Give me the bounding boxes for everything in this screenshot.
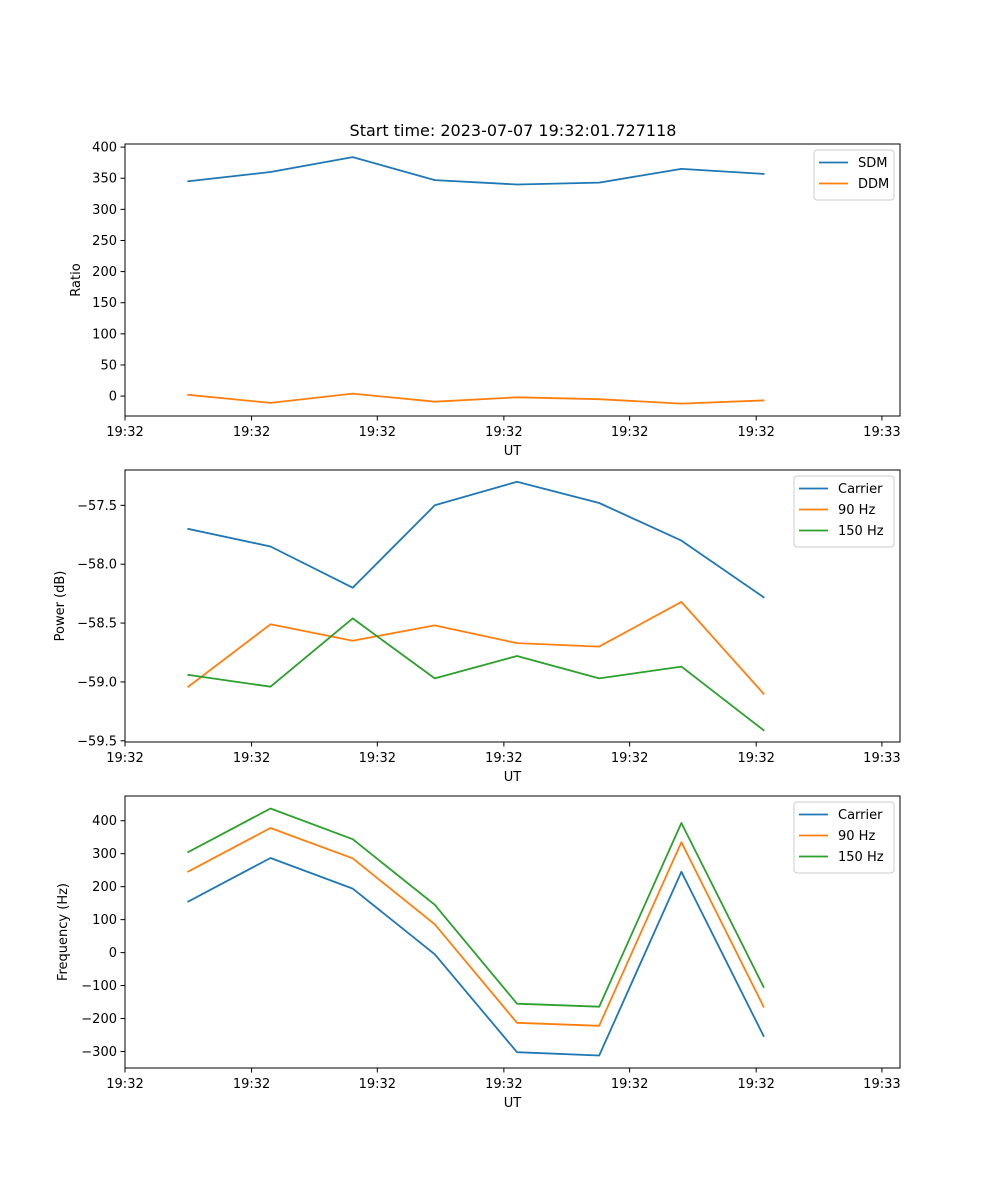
x-tick-label: 19:32 <box>233 1077 270 1092</box>
legend: SDM DDM <box>813 149 895 201</box>
legend: Carrier 90 Hz 150 Hz <box>793 801 895 874</box>
x-tick-label: 19:32 <box>106 751 143 766</box>
legend-label: 150 Hz <box>838 850 884 865</box>
x-tick-label: 19:33 <box>863 751 900 766</box>
x-tick-label: 19:32 <box>359 751 396 766</box>
y-tick-label: −59.0 <box>77 675 117 690</box>
y-tick-label: 400 <box>92 814 117 829</box>
series-line-carrier <box>187 857 765 1057</box>
legend-label: 150 Hz <box>838 524 884 539</box>
legend-label: 90 Hz <box>838 503 875 518</box>
figure-title: Start time: 2023-07-07 19:32:01.727118 <box>350 121 677 140</box>
x-tick-label: 19:32 <box>611 425 648 440</box>
y-tick-label: −59.5 <box>77 734 117 749</box>
series-line-90-hz <box>187 827 765 1027</box>
x-tick-label: 19:32 <box>106 425 143 440</box>
series-line-150-hz <box>187 807 765 1008</box>
x-tick-label: 19:32 <box>737 425 774 440</box>
x-tick-label: 19:32 <box>233 425 270 440</box>
series-line-ddm <box>187 392 765 405</box>
series-line-sdm <box>187 156 765 186</box>
x-axis-label: UT <box>504 444 522 459</box>
x-tick-label: 19:32 <box>485 425 522 440</box>
y-tick-label: 100 <box>92 913 117 928</box>
x-tick-label: 19:32 <box>359 425 396 440</box>
x-axis-label: UT <box>504 1096 522 1111</box>
y-axis-label: Power (dB) <box>53 571 68 642</box>
axes-frame <box>124 469 901 743</box>
y-tick-label: −200 <box>81 1012 117 1027</box>
subplots: 19:32 19:32 19:32 19:32 19:32 19:32 19:33 0 50 10… <box>53 141 901 1111</box>
x-tick-label: 19:32 <box>611 751 648 766</box>
y-tick-label: 350 <box>92 172 117 187</box>
y-tick-label: −58.5 <box>77 617 117 632</box>
x-tick-label: 19:32 <box>359 1077 396 1092</box>
x-tick-label: 19:33 <box>863 425 900 440</box>
y-tick-label: 300 <box>92 847 117 862</box>
series-line-90-hz <box>187 601 765 695</box>
y-axis-label: Ratio <box>69 263 84 296</box>
legend-box <box>793 475 895 548</box>
legend-label: DDM <box>858 177 889 192</box>
y-tick-label: 0 <box>109 946 117 961</box>
y-tick-label: 400 <box>92 141 117 156</box>
y-tick-label: −58.0 <box>77 558 117 573</box>
legend: Carrier 90 Hz 150 Hz <box>793 475 895 548</box>
legend-label: SDM <box>858 156 887 171</box>
y-tick-label: −100 <box>81 979 117 994</box>
series-line-carrier <box>187 480 765 599</box>
y-tick-label: 200 <box>92 880 117 895</box>
y-tick-label: 250 <box>92 234 117 249</box>
series-line-150-hz <box>187 617 765 732</box>
x-tick-label: 19:32 <box>485 1077 522 1092</box>
y-tick-label: 0 <box>109 390 117 405</box>
x-tick-label: 19:32 <box>611 1077 648 1092</box>
y-tick-label: 300 <box>92 203 117 218</box>
legend-label: 90 Hz <box>838 829 875 844</box>
y-tick-label: 150 <box>92 296 117 311</box>
y-tick-label: −57.5 <box>77 499 117 514</box>
y-axis-label: Frequency (Hz) <box>56 883 71 981</box>
axes-frame <box>124 795 901 1069</box>
y-tick-label: 100 <box>92 327 117 342</box>
x-axis-label: UT <box>504 770 522 785</box>
y-tick-label: 200 <box>92 265 117 280</box>
axes-frame <box>124 143 901 417</box>
x-tick-label: 19:32 <box>233 751 270 766</box>
x-tick-label: 19:32 <box>485 751 522 766</box>
legend-label: Carrier <box>838 808 883 823</box>
y-tick-label: 50 <box>100 358 117 373</box>
x-tick-label: 19:32 <box>106 1077 143 1092</box>
y-tick-label: −300 <box>81 1045 117 1060</box>
subplot-3: 19:32 19:32 19:32 19:32 19:32 19:32 19:33 −300 −… <box>56 795 901 1111</box>
subplot-1: 19:32 19:32 19:32 19:32 19:32 19:32 19:33 0 50 10… <box>69 141 901 459</box>
x-tick-label: 19:32 <box>737 751 774 766</box>
subplot-2: 19:32 19:32 19:32 19:32 19:32 19:32 19:33 −59.5… <box>53 469 901 785</box>
x-tick-label: 19:33 <box>863 1077 900 1092</box>
legend-box <box>793 801 895 874</box>
x-tick-label: 19:32 <box>737 1077 774 1092</box>
legend-label: Carrier <box>838 482 883 497</box>
